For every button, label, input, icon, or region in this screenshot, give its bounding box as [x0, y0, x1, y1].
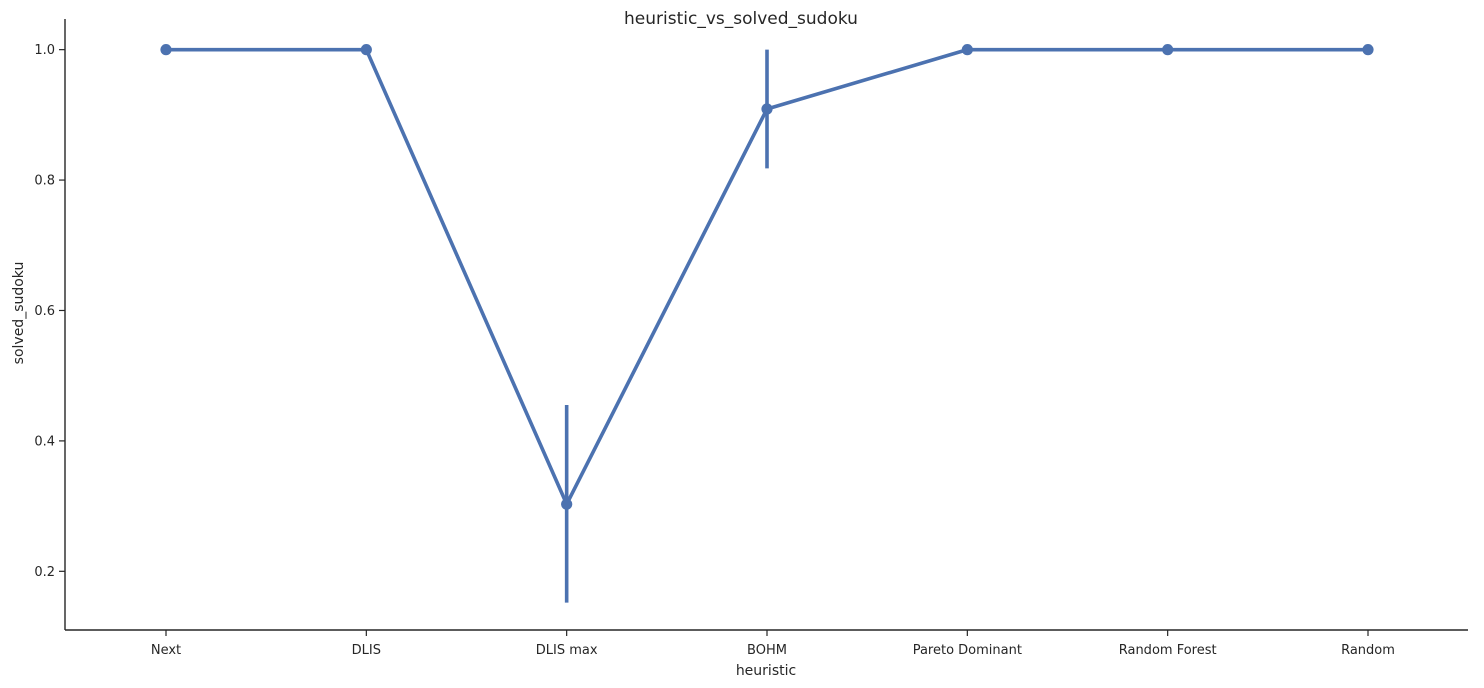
y-tick-label: 0.6 [34, 304, 55, 319]
y-tick-label: 0.4 [34, 434, 55, 449]
x-tick-label: Next [151, 643, 181, 658]
x-tick-label: Pareto Dominant [913, 643, 1022, 658]
error-bars [564, 49, 769, 603]
data-point [961, 44, 973, 56]
data-point [360, 44, 372, 56]
data-point [1362, 44, 1374, 56]
x-tick-label: DLIS max [536, 643, 598, 658]
x-tick-label: DLIS [352, 643, 381, 658]
data-points [160, 44, 1374, 510]
data-point [160, 44, 172, 56]
y-axis-label: solved_sudoku [11, 262, 27, 365]
data-point [561, 498, 573, 510]
chart-title: heuristic_vs_solved_sudoku [624, 9, 858, 29]
x-axis-label: heuristic [736, 663, 796, 679]
y-tick-label: 0.2 [34, 565, 55, 580]
data-point [761, 103, 773, 115]
x-ticks: Next DLIS DLIS max BOHM Pareto Dominant Rando… [151, 630, 1395, 658]
x-tick-label: Random Forest [1119, 643, 1217, 658]
data-point [1162, 44, 1174, 56]
y-tick-label: 1.0 [34, 43, 55, 58]
x-tick-label: BOHM [747, 643, 787, 658]
y-ticks: 0.2 0.4 0.6 0.8 1.0 [34, 43, 65, 580]
x-tick-label: Random [1341, 643, 1395, 658]
y-tick-label: 0.8 [34, 174, 55, 189]
